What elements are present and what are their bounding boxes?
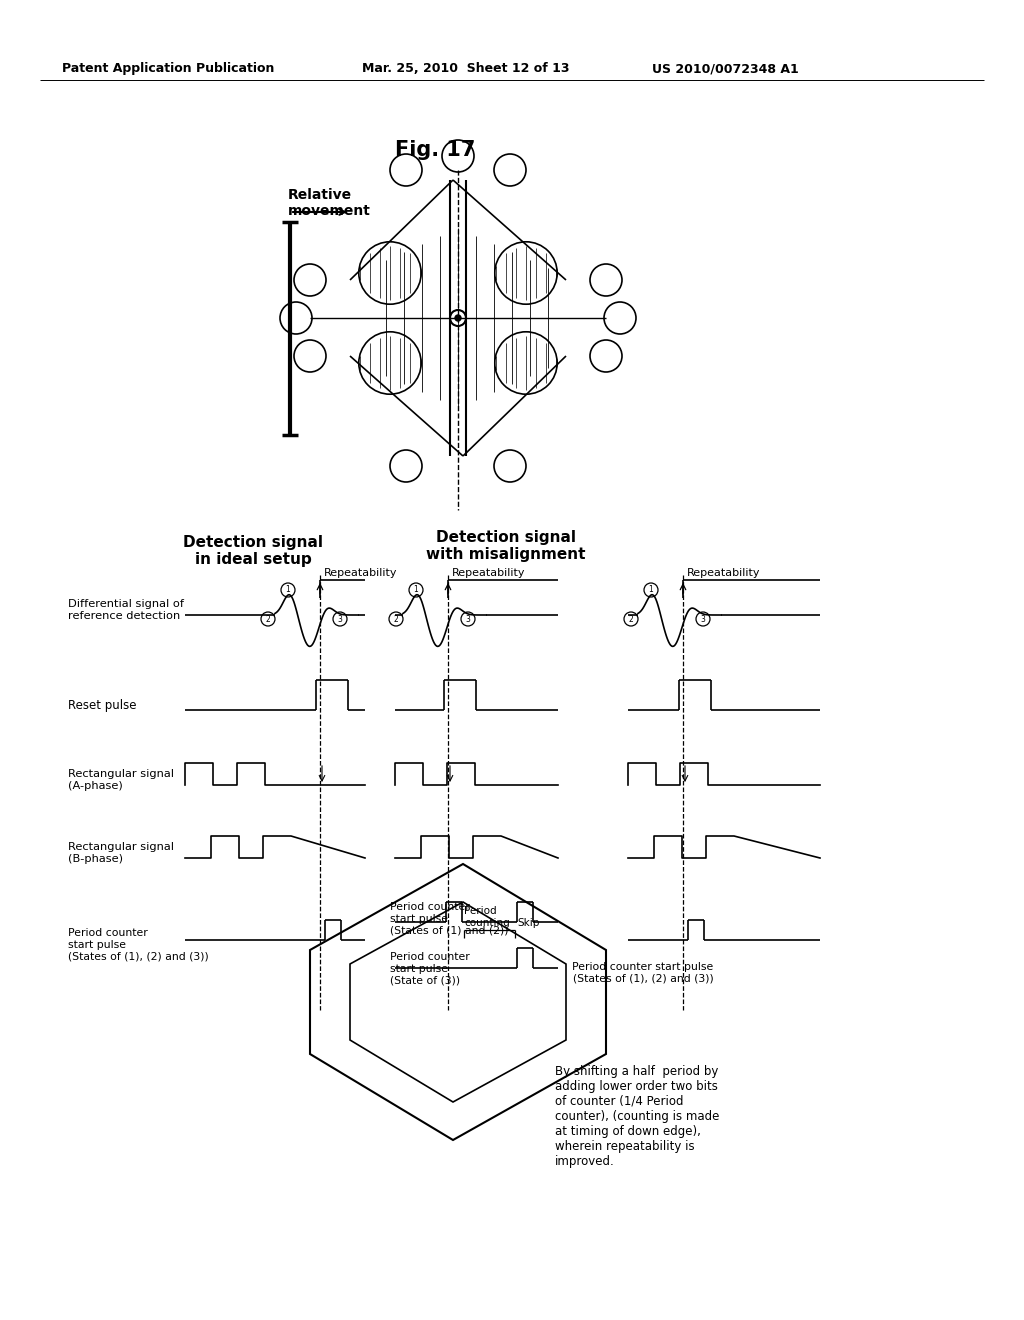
Text: US 2010/0072348 A1: US 2010/0072348 A1 (652, 62, 799, 75)
Text: Detection signal
in ideal setup: Detection signal in ideal setup (183, 535, 323, 568)
Circle shape (390, 154, 422, 186)
Text: Reset pulse: Reset pulse (68, 698, 136, 711)
Circle shape (461, 612, 475, 626)
Text: Mar. 25, 2010  Sheet 12 of 13: Mar. 25, 2010 Sheet 12 of 13 (362, 62, 569, 75)
Circle shape (333, 612, 347, 626)
Circle shape (644, 583, 658, 597)
Text: 3: 3 (700, 615, 706, 623)
Text: 1: 1 (648, 586, 653, 594)
Circle shape (389, 612, 403, 626)
Text: Skip: Skip (517, 917, 540, 928)
Text: Patent Application Publication: Patent Application Publication (62, 62, 274, 75)
Circle shape (590, 264, 622, 296)
Text: 3: 3 (338, 615, 342, 623)
Text: By shifting a half  period by
adding lower order two bits
of counter (1/4 Period: By shifting a half period by adding lowe… (555, 1065, 720, 1168)
Circle shape (280, 302, 312, 334)
Circle shape (494, 450, 526, 482)
Text: Repeatability: Repeatability (687, 568, 761, 578)
Circle shape (294, 264, 326, 296)
Text: Rectangular signal
(B-phase): Rectangular signal (B-phase) (68, 842, 174, 863)
Text: Period counter
start pulse
(State of (3)): Period counter start pulse (State of (3)… (390, 952, 470, 985)
Circle shape (261, 612, 275, 626)
Circle shape (294, 341, 326, 372)
Text: Period counter start pulse
(States of (1), (2) and (3)): Period counter start pulse (States of (1… (572, 962, 714, 983)
Circle shape (696, 612, 710, 626)
Text: Differential signal of
reference detection: Differential signal of reference detecti… (68, 599, 184, 620)
Circle shape (624, 612, 638, 626)
Text: Rectangular signal
(A-phase): Rectangular signal (A-phase) (68, 770, 174, 791)
Text: 2: 2 (265, 615, 270, 623)
Text: 2: 2 (393, 615, 398, 623)
Circle shape (390, 450, 422, 482)
Text: 3: 3 (466, 615, 470, 623)
Text: Repeatability: Repeatability (452, 568, 525, 578)
Circle shape (455, 315, 461, 321)
Circle shape (450, 310, 466, 326)
Circle shape (409, 583, 423, 597)
Circle shape (442, 140, 474, 172)
Circle shape (604, 302, 636, 334)
Text: Period
counting: Period counting (464, 907, 510, 928)
Text: 1: 1 (286, 586, 291, 594)
Text: Period counter
start pulse
(States of (1), (2) and (3)): Period counter start pulse (States of (1… (68, 928, 209, 961)
Text: Period counter
start pulse
(States of (1) and (2)): Period counter start pulse (States of (1… (390, 902, 509, 935)
Text: Repeatability: Repeatability (324, 568, 397, 578)
Text: 1: 1 (414, 586, 419, 594)
Circle shape (494, 154, 526, 186)
Text: Detection signal
with misalignment: Detection signal with misalignment (426, 531, 586, 562)
Text: Relative
movement: Relative movement (288, 187, 371, 218)
Circle shape (590, 341, 622, 372)
Text: Fig. 17: Fig. 17 (395, 140, 475, 160)
Text: 2: 2 (629, 615, 634, 623)
Circle shape (281, 583, 295, 597)
